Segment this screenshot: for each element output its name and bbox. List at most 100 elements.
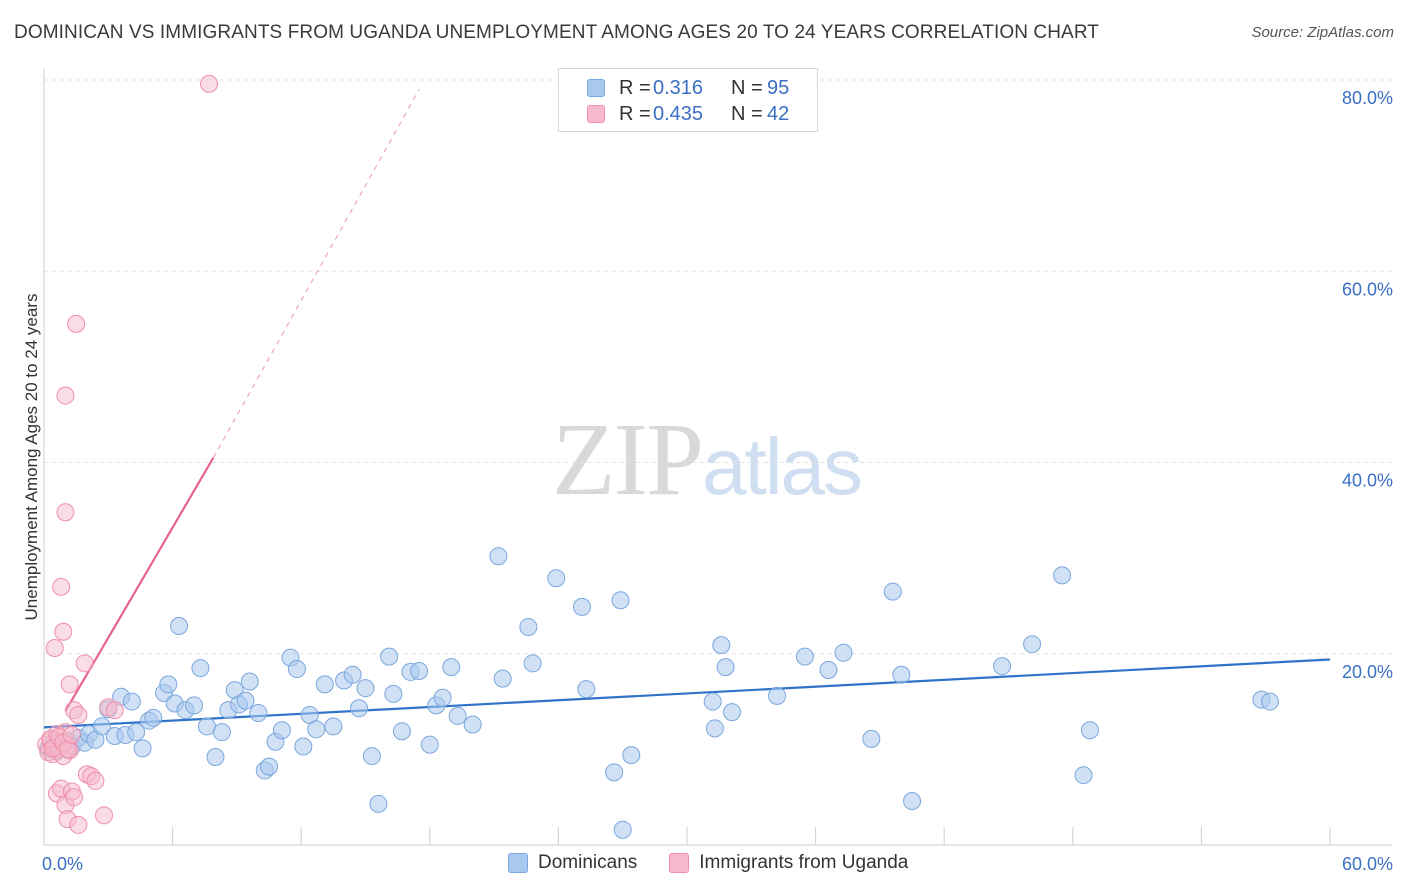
data-point-dominicans xyxy=(384,684,403,703)
legend-r-label: R = xyxy=(619,102,651,125)
data-point-dominicans xyxy=(795,647,814,666)
data-point-dominicans xyxy=(862,729,881,748)
legend-n-label: N = xyxy=(731,76,763,99)
data-point-dominicans xyxy=(350,699,369,718)
dominicans-points xyxy=(39,547,1279,839)
legend-n-value: 95 xyxy=(767,76,790,99)
legend-swatch-blue xyxy=(587,79,605,97)
data-point-dominicans xyxy=(420,735,439,754)
data-point-dominicans xyxy=(993,657,1012,676)
legend-swatch-pink xyxy=(587,105,605,123)
chart-title: DOMINICAN VS IMMIGRANTS FROM UGANDA UNEM… xyxy=(14,22,1100,43)
x-tick-label: 60.0% xyxy=(1342,854,1393,874)
data-point-dominicans xyxy=(605,763,624,782)
data-point-dominicans xyxy=(324,717,343,736)
data-point-dominicans xyxy=(133,739,152,758)
watermark-zip: ZIP xyxy=(552,402,704,517)
data-point-dominicans xyxy=(572,597,591,616)
data-point-dominicans xyxy=(260,757,279,776)
data-point-dominicans xyxy=(362,747,381,766)
data-point-dominicans xyxy=(392,722,411,741)
data-point-dominicans xyxy=(236,691,255,710)
y-tick-label: 40.0% xyxy=(1342,471,1393,491)
data-point-dominicans xyxy=(892,665,911,684)
data-point-dominicans xyxy=(1074,766,1093,785)
data-point-dominicans xyxy=(212,723,231,742)
legend-swatch-pink xyxy=(669,853,690,873)
trend-line-uganda xyxy=(64,457,215,712)
data-point-dominicans xyxy=(343,665,362,684)
data-point-uganda xyxy=(67,314,86,333)
data-point-dominicans xyxy=(703,692,722,711)
data-point-dominicans xyxy=(493,669,512,688)
uganda-points xyxy=(37,74,219,834)
trend-lines xyxy=(43,89,1331,729)
data-point-dominicans xyxy=(92,717,111,736)
data-point-dominicans xyxy=(249,704,268,723)
data-point-dominicans xyxy=(903,792,922,811)
data-point-dominicans xyxy=(768,686,787,705)
data-point-dominicans xyxy=(272,721,291,740)
data-point-uganda xyxy=(69,705,88,724)
y-tick-label: 20.0% xyxy=(1342,662,1393,682)
data-point-dominicans xyxy=(1260,692,1279,711)
legend-r-value: 0.435 xyxy=(653,102,704,125)
data-point-uganda xyxy=(56,503,75,522)
legend-item-dominicans[interactable]: Dominicans xyxy=(508,852,637,874)
legend-r-value: 0.316 xyxy=(653,76,704,99)
data-point-dominicans xyxy=(159,675,178,694)
legend-row-uganda: R = 0.435 N = 42 xyxy=(587,103,789,125)
data-point-dominicans xyxy=(185,696,204,715)
series-legend: Dominicans Immigrants from Uganda xyxy=(508,852,940,874)
trend-line-uganda-extension xyxy=(212,89,420,459)
data-point-uganda xyxy=(56,386,75,405)
data-point-dominicans xyxy=(307,720,326,739)
data-point-dominicans xyxy=(577,680,596,699)
data-point-dominicans xyxy=(519,617,538,636)
data-point-dominicans xyxy=(315,675,334,694)
data-point-uganda xyxy=(60,675,79,694)
data-point-dominicans xyxy=(712,636,731,655)
data-point-dominicans xyxy=(523,654,542,673)
data-point-dominicans xyxy=(356,679,375,698)
data-point-dominicans xyxy=(611,591,630,610)
data-point-dominicans xyxy=(127,723,146,742)
data-point-dominicans xyxy=(410,661,429,680)
watermark: ZIPatlas xyxy=(552,400,863,519)
data-point-uganda xyxy=(86,771,105,790)
y-tick-label: 60.0% xyxy=(1342,279,1393,299)
data-point-dominicans xyxy=(197,717,216,736)
legend-item-uganda[interactable]: Immigrants from Uganda xyxy=(669,852,908,874)
data-point-dominicans xyxy=(834,643,853,662)
source-label: Source: ZipAtlas.com xyxy=(1251,24,1394,41)
data-point-dominicans xyxy=(613,820,632,839)
data-point-uganda xyxy=(54,622,73,641)
data-point-dominicans xyxy=(433,688,452,707)
data-point-uganda xyxy=(69,815,88,834)
data-point-uganda xyxy=(95,806,114,825)
data-point-dominicans xyxy=(1080,721,1099,740)
data-point-dominicans xyxy=(489,547,508,566)
x-tick-label: 0.0% xyxy=(42,854,83,874)
data-point-dominicans xyxy=(448,706,467,725)
data-point-uganda xyxy=(62,726,81,745)
data-point-dominicans xyxy=(122,692,141,711)
data-point-dominicans xyxy=(442,658,461,677)
data-point-dominicans xyxy=(294,737,313,756)
data-point-dominicans xyxy=(883,582,902,601)
data-point-uganda xyxy=(200,74,219,93)
data-point-dominicans xyxy=(716,658,735,677)
y-tick-label: 80.0% xyxy=(1342,88,1393,108)
data-point-dominicans xyxy=(547,569,566,588)
y-axis-label: Unemployment Among Ages 20 to 24 years xyxy=(22,294,41,621)
data-point-dominicans xyxy=(369,794,388,813)
data-point-dominicans xyxy=(622,746,641,765)
axes xyxy=(43,68,1392,846)
legend-r-label: R = xyxy=(619,76,651,99)
legend-n-value: 42 xyxy=(767,102,790,125)
data-point-uganda xyxy=(52,577,71,596)
data-point-dominicans xyxy=(206,748,225,767)
legend-label-dominicans: Dominicans xyxy=(538,852,638,873)
tick-labels: 20.0% 40.0% 60.0% 80.0% 0.0% 60.0% xyxy=(42,88,1393,874)
